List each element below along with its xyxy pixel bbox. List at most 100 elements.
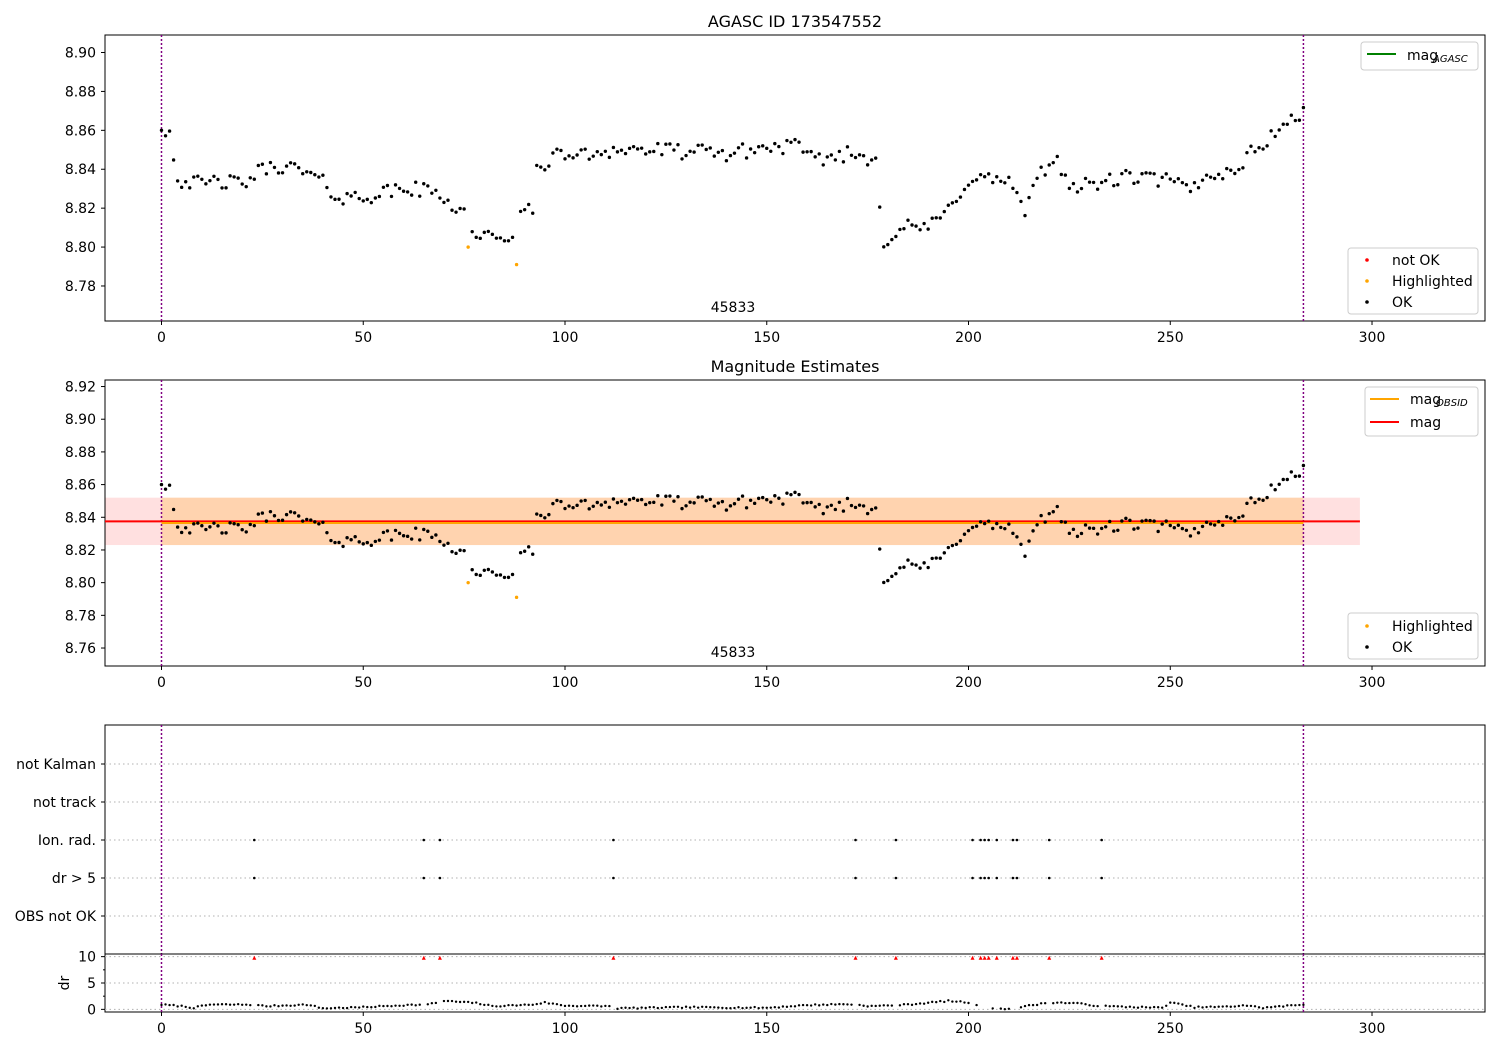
ok-point <box>1301 105 1306 110</box>
chart-title: AGASC ID 173547552 <box>708 12 882 31</box>
ok-point <box>506 239 511 243</box>
dr-point <box>822 1003 825 1006</box>
ok-point <box>184 526 188 530</box>
ok-point <box>539 165 543 169</box>
ok-point <box>595 149 599 154</box>
ok-point <box>1099 180 1104 185</box>
ok-point <box>672 148 676 152</box>
ok-point <box>1204 173 1209 177</box>
dr-point <box>1229 1005 1232 1008</box>
flag-event-point <box>894 876 898 880</box>
ok-point <box>684 153 688 158</box>
dr-point <box>1148 1006 1152 1009</box>
dr-point <box>805 1004 809 1007</box>
dr-point <box>588 1004 591 1007</box>
ok-point <box>833 507 838 512</box>
panel-2-points <box>159 463 1306 600</box>
ok-point <box>450 549 454 554</box>
flag-event-point <box>1100 876 1103 880</box>
ok-point <box>220 531 224 535</box>
y-tick-label: 8.86 <box>65 123 96 139</box>
dr-points <box>160 955 1305 1011</box>
ok-point <box>179 530 184 535</box>
dr-point <box>1152 1005 1156 1009</box>
ok-point <box>163 134 168 138</box>
ok-point <box>474 235 478 240</box>
dr-point <box>1080 1002 1083 1005</box>
panel-1-points <box>159 105 1306 267</box>
ok-point <box>349 538 353 542</box>
dr-point <box>959 1000 962 1003</box>
ok-point <box>785 491 789 495</box>
ok-point <box>946 545 951 550</box>
ok-point <box>898 227 902 232</box>
ok-point <box>518 209 523 214</box>
dr-point <box>1294 1004 1297 1007</box>
dr-point <box>1185 1004 1188 1008</box>
dr-point <box>604 1004 607 1008</box>
ok-point <box>502 239 507 243</box>
legend-label: OK <box>1392 295 1413 311</box>
flag-event-point <box>252 838 256 842</box>
x-tick-label: 0 <box>157 1021 166 1037</box>
dr-clipped-marker <box>970 955 975 960</box>
ok-point <box>393 528 398 533</box>
dr-point <box>1302 1003 1305 1007</box>
dr-point <box>955 1000 958 1003</box>
ok-point <box>1039 165 1043 169</box>
ok-point <box>1063 520 1068 524</box>
ok-point <box>716 501 721 505</box>
ok-point <box>1067 531 1072 536</box>
dr-point <box>188 1006 191 1010</box>
ok-point <box>974 178 979 182</box>
ok-point <box>639 146 644 150</box>
ok-point <box>470 567 474 572</box>
dr-point <box>1225 1005 1228 1008</box>
ok-point <box>841 509 846 513</box>
ok-point <box>498 236 503 240</box>
dr-clipped-marker <box>437 955 442 960</box>
ok-point <box>539 513 543 518</box>
ok-point <box>817 502 821 507</box>
ok-point <box>765 146 769 151</box>
ok-point <box>692 501 696 505</box>
ok-point <box>1204 520 1209 524</box>
ok-point <box>228 174 232 178</box>
ok-point <box>660 503 664 507</box>
ok-point <box>785 138 789 143</box>
ok-point <box>248 522 252 527</box>
ok-point <box>1023 213 1027 218</box>
dr-point <box>1298 1003 1301 1007</box>
ok-point <box>724 508 729 512</box>
ok-point <box>301 519 305 523</box>
ok-point <box>280 518 285 522</box>
panel-1-frame <box>104 34 1486 322</box>
ok-point <box>284 164 289 168</box>
dr-point <box>620 1006 623 1010</box>
dr-point <box>499 1005 502 1008</box>
flag-event-point <box>894 838 898 842</box>
dr-point <box>180 1004 183 1007</box>
ok-point <box>1007 175 1011 180</box>
ok-point <box>668 142 672 146</box>
legend-marker <box>1365 279 1369 283</box>
flag-event-point <box>1047 876 1051 880</box>
dr-point <box>967 1001 970 1005</box>
ok-point <box>325 530 329 535</box>
flag-row-label: OBS not OK <box>15 909 97 925</box>
ok-point <box>833 158 838 162</box>
dr-point <box>801 1003 805 1007</box>
ok-point <box>551 501 555 506</box>
dr-point <box>870 1004 873 1008</box>
ok-point <box>567 504 571 508</box>
ok-point <box>1208 522 1213 526</box>
ok-point <box>373 539 378 544</box>
dr-clipped-marker <box>1047 955 1052 960</box>
ok-point <box>171 507 176 512</box>
dr-point <box>305 1003 308 1007</box>
ok-point <box>559 499 563 504</box>
ok-point <box>732 502 737 506</box>
ok-point <box>761 144 765 148</box>
highlighted-point <box>466 580 470 585</box>
ok-point <box>1136 526 1140 530</box>
